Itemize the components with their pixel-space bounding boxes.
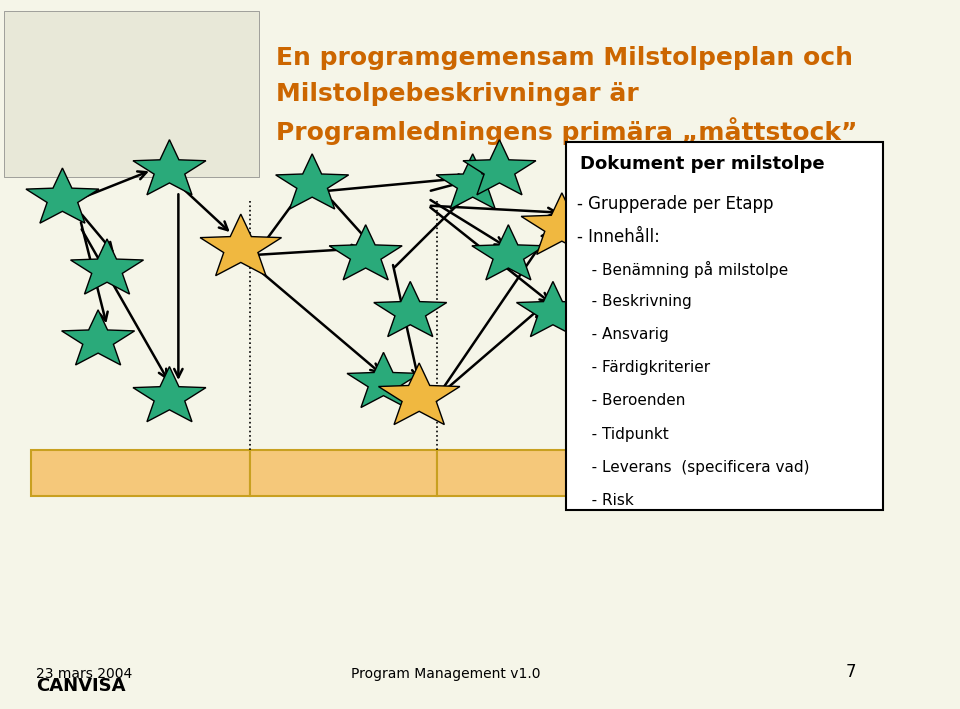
Text: - Benämning på milstolpe: - Benämning på milstolpe <box>577 261 788 278</box>
PathPatch shape <box>133 140 206 195</box>
PathPatch shape <box>436 154 509 209</box>
FancyBboxPatch shape <box>566 142 883 510</box>
PathPatch shape <box>463 140 536 195</box>
Text: - Innehåll:: - Innehåll: <box>577 228 660 246</box>
PathPatch shape <box>200 214 281 276</box>
Text: Dokument per milstolpe: Dokument per milstolpe <box>580 155 825 172</box>
Text: - Färdigkriterier: - Färdigkriterier <box>577 360 710 375</box>
PathPatch shape <box>472 225 545 280</box>
Text: - Beroenden: - Beroenden <box>577 393 685 408</box>
PathPatch shape <box>329 225 402 280</box>
Bar <box>437 450 566 496</box>
Text: 23 mars 2004: 23 mars 2004 <box>36 666 132 681</box>
Text: CANVISA: CANVISA <box>36 677 125 695</box>
PathPatch shape <box>133 367 206 422</box>
Text: - Tidpunkt: - Tidpunkt <box>577 427 669 442</box>
Text: Program Management v1.0: Program Management v1.0 <box>351 666 540 681</box>
Text: - Leverans  (specificera vad): - Leverans (specificera vad) <box>577 459 809 474</box>
PathPatch shape <box>26 168 99 223</box>
Text: Programledningens primära „måttstock”: Programledningens primära „måttstock” <box>276 117 858 145</box>
PathPatch shape <box>521 193 603 255</box>
PathPatch shape <box>516 281 589 337</box>
Text: 7: 7 <box>846 663 856 681</box>
Text: En programgemensam Milstolpeplan och: En programgemensam Milstolpeplan och <box>276 46 853 70</box>
Text: - Ansvarig: - Ansvarig <box>577 328 669 342</box>
Bar <box>32 450 250 496</box>
PathPatch shape <box>61 310 134 365</box>
PathPatch shape <box>378 363 460 425</box>
Bar <box>250 450 437 496</box>
Text: Milstolpebeskrivningar är: Milstolpebeskrivningar är <box>276 82 639 106</box>
Text: - Beskrivning: - Beskrivning <box>577 294 692 309</box>
FancyBboxPatch shape <box>5 11 258 177</box>
Text: - Grupperade per Etapp: - Grupperade per Etapp <box>577 195 774 213</box>
Text: - Risk: - Risk <box>577 493 634 508</box>
PathPatch shape <box>276 154 348 209</box>
PathPatch shape <box>373 281 446 337</box>
PathPatch shape <box>70 239 143 294</box>
PathPatch shape <box>347 352 420 408</box>
